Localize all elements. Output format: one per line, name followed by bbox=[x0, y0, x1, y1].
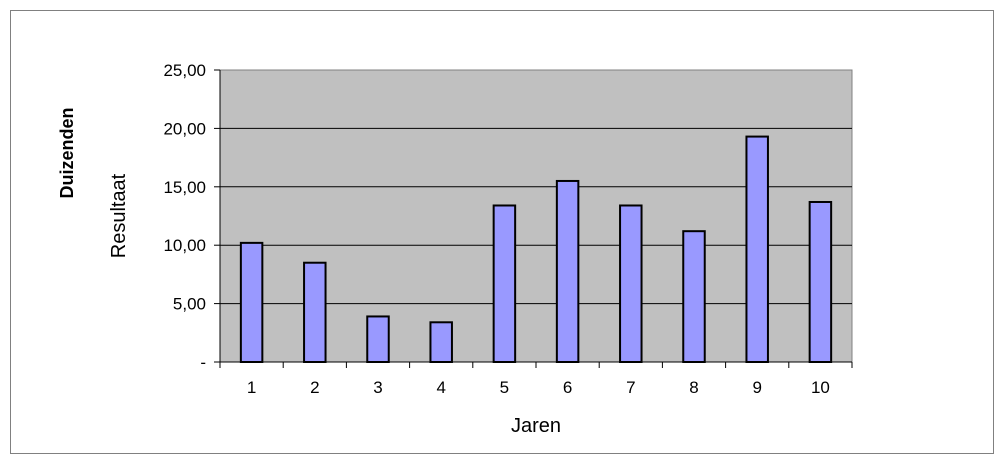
x-tick-label: 4 bbox=[436, 378, 445, 397]
y-axis-title: Resultaat bbox=[108, 173, 130, 258]
y-tick-label: 20,00 bbox=[163, 119, 206, 138]
y-tick-label: 5,00 bbox=[173, 295, 206, 314]
y-tick-label: 10,00 bbox=[163, 236, 206, 255]
bar bbox=[366, 315, 390, 363]
x-tick-label: 5 bbox=[500, 378, 509, 397]
bar bbox=[492, 204, 517, 363]
bar bbox=[619, 204, 643, 363]
bars bbox=[239, 135, 833, 363]
y-tick-label: 25,00 bbox=[163, 61, 206, 80]
bar bbox=[303, 261, 327, 363]
x-tick-label: 10 bbox=[811, 378, 830, 397]
y-axis-unit-label: Duizenden bbox=[57, 107, 77, 198]
bar bbox=[239, 241, 264, 363]
bar-chart: - 5,00 10,00 15,00 20,00 25,00 1 2 3 4 5 6 7 8 9 10 Ja… bbox=[10, 10, 994, 454]
bar bbox=[745, 135, 769, 363]
x-tick-label: 7 bbox=[626, 378, 635, 397]
x-tick-label: 1 bbox=[247, 378, 256, 397]
x-tick-label: 6 bbox=[563, 378, 572, 397]
chart-frame: - 5,00 10,00 15,00 20,00 25,00 1 2 3 4 5 6 7 8 9 10 Ja… bbox=[10, 10, 994, 454]
x-tick-label: 3 bbox=[373, 378, 382, 397]
x-tick-label: 8 bbox=[689, 378, 698, 397]
y-tick-label: 15,00 bbox=[163, 178, 206, 197]
x-tick-labels: 1 2 3 4 5 6 7 8 9 10 bbox=[247, 378, 830, 397]
x-axis-title: Jaren bbox=[511, 415, 561, 437]
y-tick-labels: - 5,00 10,00 15,00 20,00 25,00 bbox=[163, 61, 206, 372]
bar bbox=[555, 179, 580, 363]
x-tick-label: 2 bbox=[310, 378, 319, 397]
bar bbox=[682, 230, 706, 363]
axes bbox=[214, 69, 853, 368]
y-tick-label: - bbox=[200, 353, 206, 372]
bar bbox=[429, 321, 453, 363]
bar bbox=[808, 200, 833, 363]
x-tick-label: 9 bbox=[752, 378, 761, 397]
